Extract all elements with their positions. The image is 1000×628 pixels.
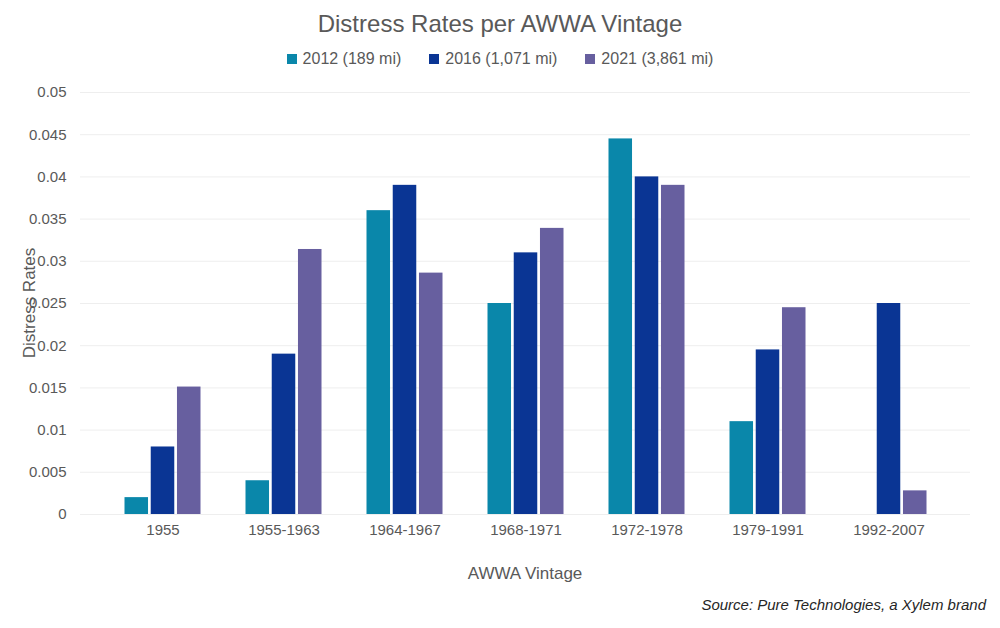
html-text:2016 (1,071 mi): 2016 (1,071 mi) — [445, 50, 558, 67]
svg-text:0.015: 0.015 — [29, 379, 67, 396]
svg-text:0.045: 0.045 — [29, 126, 67, 143]
svg-text:1955: 1955 — [146, 521, 179, 538]
html-text:Distress Rates: Distress Rates — [20, 247, 39, 359]
html-text:2012 (189 mi): 2012 (189 mi) — [302, 50, 402, 67]
svg-text:0.04: 0.04 — [37, 168, 66, 185]
svg-text:0: 0 — [58, 505, 66, 522]
svg-text:0.005: 0.005 — [29, 463, 67, 480]
svg-text:0.01: 0.01 — [37, 421, 66, 438]
svg-text:0.05: 0.05 — [37, 83, 66, 100]
svg-text:1955-1963: 1955-1963 — [248, 521, 320, 538]
svg-text:1979-1991: 1979-1991 — [732, 521, 804, 538]
svg-text:0.02: 0.02 — [37, 337, 66, 354]
svg-text:0.035: 0.035 — [29, 210, 67, 227]
html-text:Distress Rates per AWWA Vintag: Distress Rates per AWWA Vintage — [317, 10, 683, 37]
svg-text:0.025: 0.025 — [29, 294, 67, 312]
svg-text:0.03: 0.03 — [37, 252, 66, 269]
svg-text:1992-2007: 1992-2007 — [853, 521, 925, 538]
html-text:AWWA Vintage: AWWA Vintage — [467, 564, 583, 583]
svg-text:1972-1978: 1972-1978 — [611, 521, 683, 538]
svg-text:1964-1967: 1964-1967 — [369, 521, 441, 538]
html-text:Source: Pure Technologies, a X: Source: Pure Technologies, a Xylem brand — [701, 596, 986, 613]
html-text:2021 (3,861 mi): 2021 (3,861 mi) — [601, 50, 714, 67]
svg-text:1968-1971: 1968-1971 — [490, 521, 562, 538]
